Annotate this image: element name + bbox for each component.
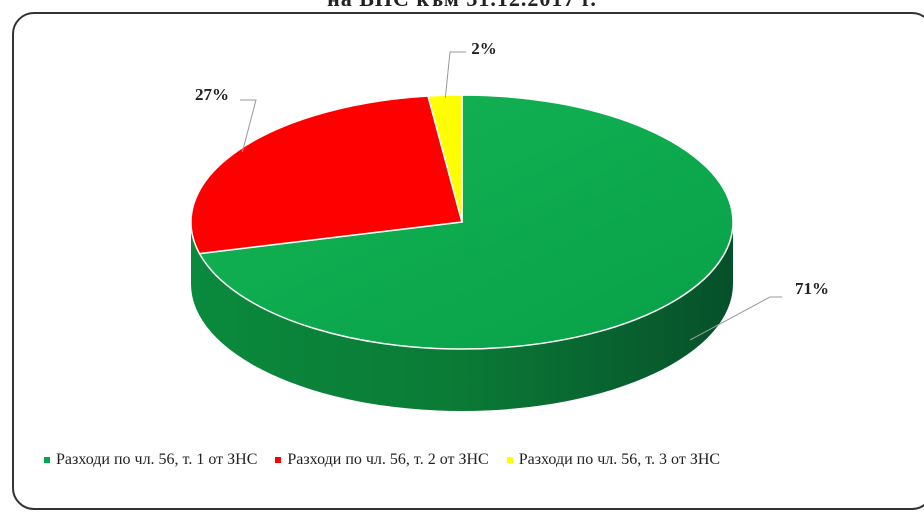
pie-slice-3 [427,94,463,223]
legend-item-3: Разходи по чл. 56, т. 3 от ЗНС [506,451,721,469]
legend-item-2: Разходи по чл. 56, т. 2 от ЗНС [275,451,489,469]
pie-side-wall [191,222,733,411]
leader-line-3 [444,51,466,98]
pie-slice-2 [190,95,463,255]
legend-swatch-1 [44,457,50,464]
legend-label-1: Разходи по чл. 56, т. 1 от ЗНС [56,451,258,468]
legend-item-1: Разходи по чл. 56, т. 1 от ЗНС [44,451,257,469]
legend-swatch-3 [506,457,513,464]
leader-line-2 [240,99,257,153]
data-label-2: 27% [195,85,229,104]
legend: Разходи по чл. 56, т. 1 от ЗНС Разходи п… [44,451,734,469]
legend-label-3: Разходи по чл. 56, т. 3 от ЗНС [518,451,721,468]
legend-swatch-2 [275,457,282,464]
chart-title-text: на ВНС към 31.12.2017 г. [0,0,924,12]
legend-label-2: Разходи по чл. 56, т. 2 от ЗНС [287,451,489,468]
pie-slice-1 [198,94,734,350]
data-label-1: 71% [795,279,829,298]
data-label-3: 2% [471,39,497,58]
chart-title: на ВНС към 31.12.2017 г. [0,0,924,12]
leader-line-1 [689,296,782,341]
